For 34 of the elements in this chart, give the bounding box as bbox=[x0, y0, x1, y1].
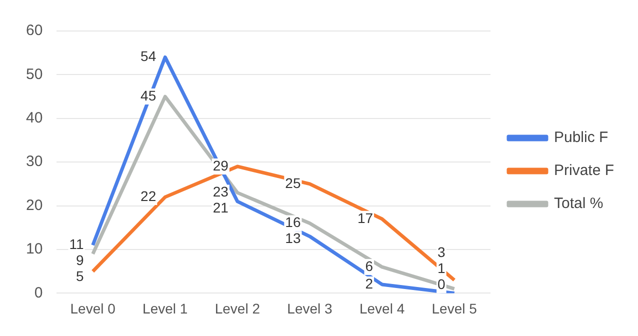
x-tick-label: Level 1 bbox=[142, 300, 188, 316]
x-tick-label: Level 2 bbox=[214, 300, 260, 316]
x-tick-label: Level 5 bbox=[432, 300, 478, 316]
legend-label: Public F bbox=[554, 129, 608, 146]
legend-label: Private F bbox=[554, 162, 614, 180]
y-tick-label: 40 bbox=[26, 110, 43, 127]
y-tick-label: 0 bbox=[34, 284, 43, 302]
data-label: 21 bbox=[212, 200, 229, 216]
data-label: 25 bbox=[285, 174, 301, 191]
data-label: 22 bbox=[140, 188, 156, 204]
data-label: 9 bbox=[76, 252, 84, 268]
y-tick-label: 60 bbox=[26, 22, 43, 40]
data-label: 1 bbox=[438, 260, 446, 276]
data-label: 13 bbox=[285, 230, 301, 246]
x-tick-label: Level 3 bbox=[287, 300, 333, 316]
data-label: 17 bbox=[357, 210, 374, 226]
data-label: 2 bbox=[365, 275, 374, 292]
data-label: 5 bbox=[76, 268, 84, 284]
y-tick-label: 10 bbox=[26, 240, 43, 258]
data-label: 29 bbox=[212, 157, 229, 174]
data-label: 0 bbox=[438, 276, 446, 292]
data-label: 11 bbox=[69, 236, 84, 252]
data-label: 16 bbox=[285, 214, 301, 230]
x-tick-label: Level 0 bbox=[70, 300, 116, 316]
data-label: 23 bbox=[212, 184, 229, 200]
legend-label: Total % bbox=[554, 195, 604, 212]
y-tick-label: 30 bbox=[26, 153, 43, 170]
data-label: 6 bbox=[365, 258, 374, 274]
data-label: 45 bbox=[140, 87, 156, 104]
data-label: 54 bbox=[140, 48, 156, 64]
x-tick-label: Level 4 bbox=[359, 300, 405, 316]
y-tick-label: 50 bbox=[26, 66, 43, 83]
data-label: 3 bbox=[438, 244, 446, 260]
y-tick-label: 20 bbox=[26, 196, 43, 214]
